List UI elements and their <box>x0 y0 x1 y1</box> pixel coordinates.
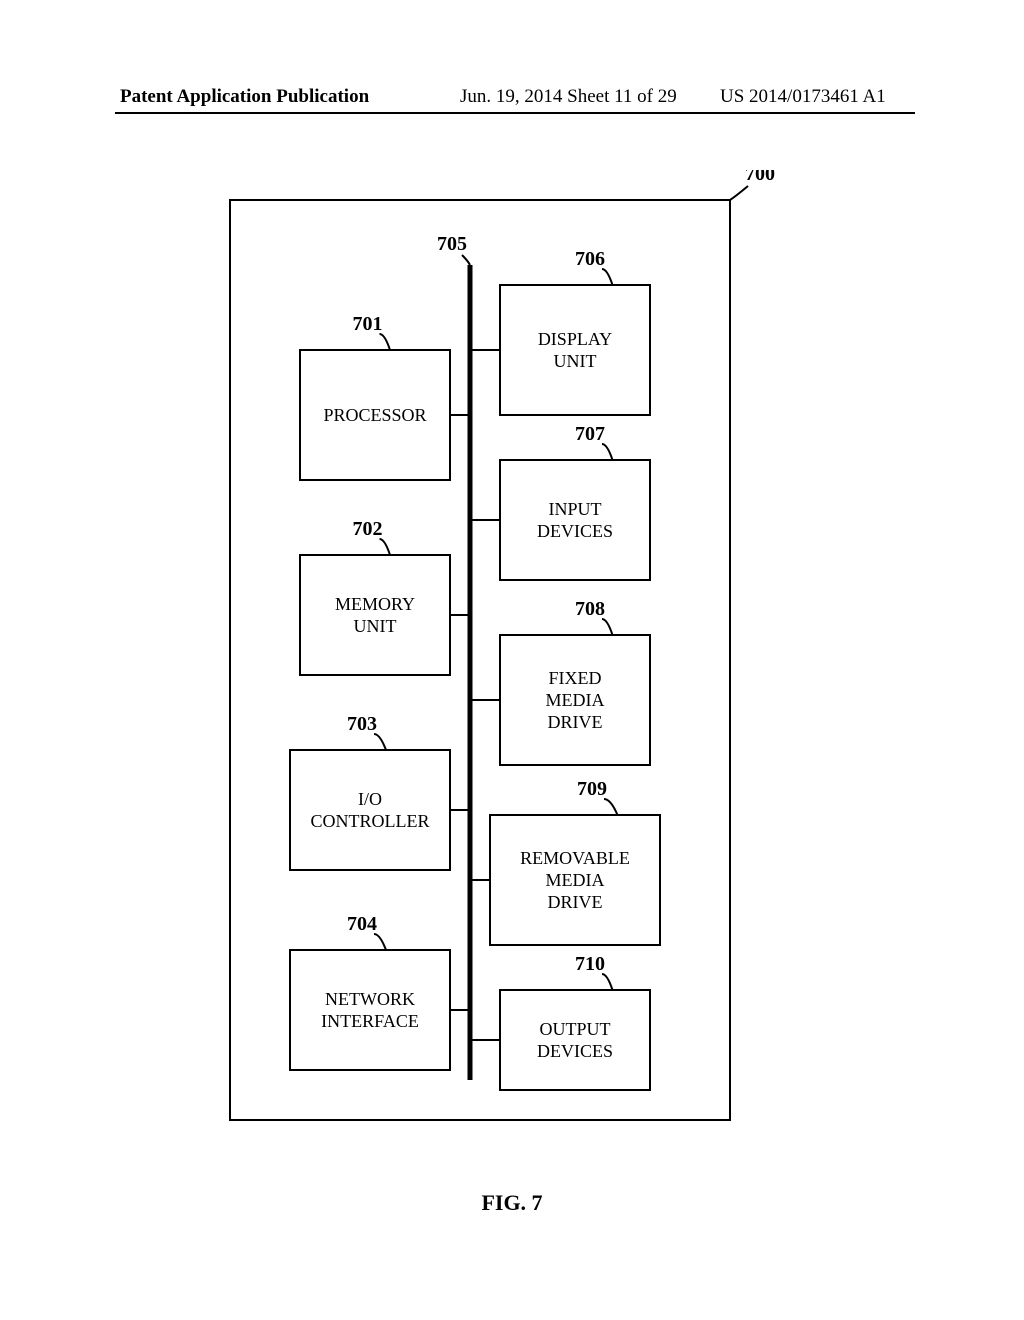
block-709-label: DRIVE <box>548 892 603 912</box>
block-702-label: UNIT <box>354 616 397 636</box>
header-left: Patent Application Publication <box>120 86 369 108</box>
figure-svg: 700705PROCESSOR701MEMORYUNIT702I/OCONTRO… <box>170 170 790 1170</box>
lead-702 <box>380 539 391 555</box>
ref-708: 708 <box>575 598 605 620</box>
block-706-label: UNIT <box>554 351 597 371</box>
ref-710: 710 <box>575 953 605 975</box>
figure-caption: FIG. 7 <box>0 1190 1024 1216</box>
lead-700 <box>730 186 748 200</box>
block-707 <box>500 460 650 580</box>
ref-705: 705 <box>437 233 467 255</box>
block-707-label: DEVICES <box>537 521 613 541</box>
ref-704: 704 <box>347 913 377 935</box>
block-704-label: NETWORK <box>325 989 415 1009</box>
ref-707: 707 <box>575 423 605 445</box>
block-704 <box>290 950 450 1070</box>
header-right: US 2014/0173461 A1 <box>720 86 886 108</box>
block-703 <box>290 750 450 870</box>
block-706-label: DISPLAY <box>538 329 612 349</box>
lead-707 <box>602 444 613 460</box>
ref-706: 706 <box>575 248 605 270</box>
block-704-label: INTERFACE <box>321 1011 419 1031</box>
ref-703: 703 <box>347 713 377 735</box>
header-center: Jun. 19, 2014 Sheet 11 of 29 <box>460 86 677 108</box>
ref-702: 702 <box>353 518 383 540</box>
block-703-label: I/O <box>358 789 382 809</box>
block-709-label: MEDIA <box>546 870 605 890</box>
lead-706 <box>602 269 613 285</box>
block-710 <box>500 990 650 1090</box>
ref-700: 700 <box>745 170 775 185</box>
lead-703 <box>374 734 386 750</box>
block-709-label: REMOVABLE <box>520 848 630 868</box>
block-702-label: MEMORY <box>335 594 415 614</box>
lead-704 <box>374 934 386 950</box>
block-703-label: CONTROLLER <box>311 811 430 831</box>
block-707-label: INPUT <box>549 499 602 519</box>
patent-page: Patent Application Publication Jun. 19, … <box>0 0 1024 1320</box>
block-710-label: OUTPUT <box>540 1019 611 1039</box>
block-701-label: PROCESSOR <box>323 405 426 425</box>
lead-705 <box>462 255 470 265</box>
block-708-label: FIXED <box>549 668 602 688</box>
ref-701: 701 <box>353 313 383 335</box>
header-rule <box>115 112 915 114</box>
block-706 <box>500 285 650 415</box>
lead-710 <box>602 974 613 990</box>
lead-708 <box>602 619 613 635</box>
block-702 <box>300 555 450 675</box>
lead-709 <box>604 799 618 815</box>
block-708-label: MEDIA <box>546 690 605 710</box>
block-708-label: DRIVE <box>548 712 603 732</box>
ref-709: 709 <box>577 778 607 800</box>
block-710-label: DEVICES <box>537 1041 613 1061</box>
lead-701 <box>380 334 391 350</box>
